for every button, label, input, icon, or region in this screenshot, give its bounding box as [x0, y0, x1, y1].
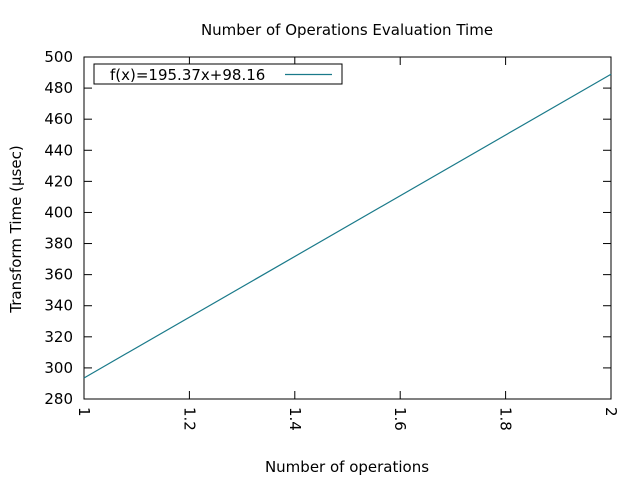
x-tick-label: 2 — [602, 407, 620, 417]
y-tick-label: 320 — [44, 328, 73, 346]
chart-title: Number of Operations Evaluation Time — [201, 21, 493, 39]
y-tick-label: 380 — [44, 235, 73, 253]
x-tick-label: 1.4 — [286, 407, 304, 431]
y-tick-label: 400 — [44, 203, 73, 221]
y-axis-tick-labels: 280 300 320 340 360 380 400 420 440 460 480 500 — [44, 48, 73, 408]
x-tick-label: 1 — [75, 407, 93, 417]
x-axis-tick-labels: 1 1.2 1.4 1.6 1.8 2 — [75, 407, 620, 431]
y-axis-label: Transform Time (µsec) — [7, 145, 25, 313]
y-tick-label: 480 — [44, 79, 73, 97]
axis-ticks — [83, 56, 612, 400]
series-group — [83, 73, 612, 379]
x-axis-label: Number of operations — [265, 458, 429, 476]
x-tick-label: 1.6 — [391, 407, 409, 431]
legend: f(x)=195.37x+98.16 — [93, 63, 343, 85]
legend-box — [93, 63, 343, 85]
y-tick-label: 340 — [44, 297, 73, 315]
y-tick-label: 440 — [44, 141, 73, 159]
y-tick-label: 280 — [44, 390, 73, 408]
plot-area-frame — [83, 56, 612, 400]
y-tick-label: 300 — [44, 359, 73, 377]
x-tick-label: 1.8 — [497, 407, 515, 431]
x-tick-label: 1.2 — [180, 407, 198, 431]
y-tick-label: 420 — [44, 172, 73, 190]
y-tick-label: 500 — [44, 48, 73, 66]
series-line — [83, 73, 612, 379]
y-tick-label: 360 — [44, 266, 73, 284]
legend-label: f(x)=195.37x+98.16 — [110, 66, 265, 84]
y-tick-label: 460 — [44, 110, 73, 128]
